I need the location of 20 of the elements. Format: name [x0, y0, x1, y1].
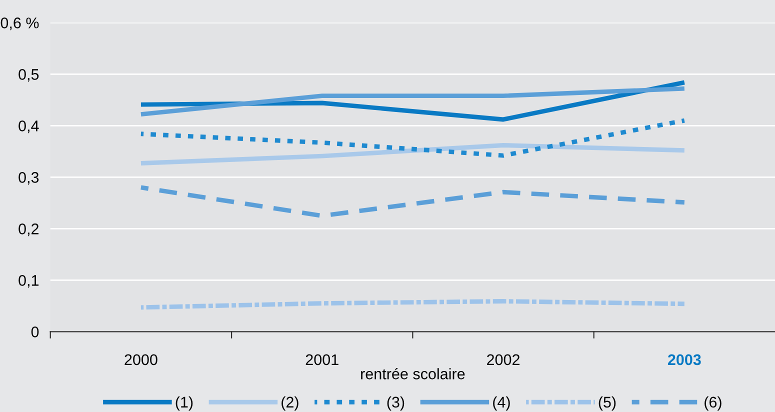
legend-label: (2) — [282, 396, 298, 411]
x-tick-label: 2002 — [487, 354, 520, 366]
x-tick-label: 2003 — [668, 354, 701, 366]
x-tick-label: 2001 — [306, 354, 338, 366]
y-tick-label: 0 — [31, 326, 39, 338]
y-tick-label: 0,1 — [18, 275, 39, 288]
y-tick-label: 0,2 — [18, 224, 38, 236]
line-series — [138, 185, 687, 218]
x-axis-title: rentrée scolaire — [361, 368, 465, 380]
legend-label: (4) — [493, 396, 510, 411]
y-tick-label: 0,6 % — [0, 18, 39, 30]
legend-label: (6) — [704, 396, 722, 411]
y-tick-label: 0,3 — [18, 172, 39, 185]
y-tick-label: 0,4 — [18, 120, 39, 134]
x-tick-label: 2000 — [124, 354, 158, 366]
legend-label: (5) — [598, 396, 616, 411]
legend-label: (1) — [176, 396, 193, 411]
legend-label: (3) — [387, 396, 404, 411]
line-series — [138, 118, 687, 158]
y-tick-label: 0,5 — [18, 69, 39, 82]
